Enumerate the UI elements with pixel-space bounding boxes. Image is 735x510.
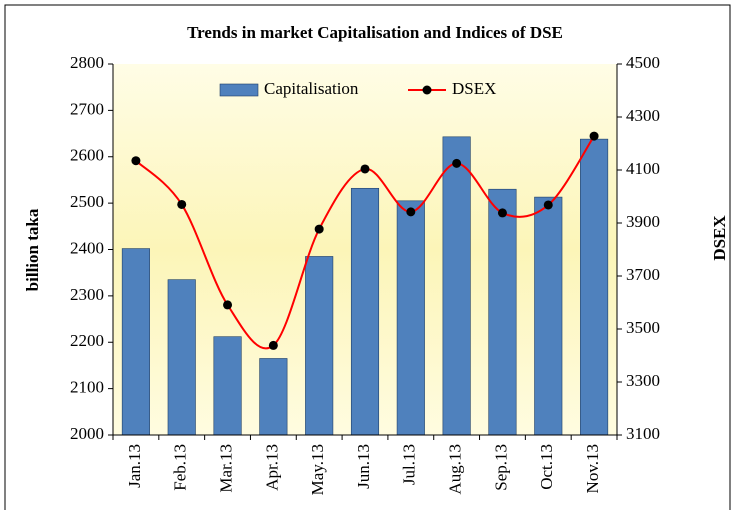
marker xyxy=(543,200,553,210)
y2-tick-label: 3300 xyxy=(626,371,660,390)
bar xyxy=(259,358,288,436)
y-tick-label: 2200 xyxy=(70,331,104,350)
x-tick-label: Feb.13 xyxy=(171,444,190,491)
x-tick-label: Apr.13 xyxy=(262,444,281,491)
legend-marker xyxy=(422,85,432,95)
y-tick-label: 2500 xyxy=(70,192,104,211)
line xyxy=(135,135,595,350)
y2-tick-label: 4300 xyxy=(626,106,660,125)
marker xyxy=(589,131,599,141)
y-tick-label: 2700 xyxy=(70,99,104,118)
x-tick-label: May.13 xyxy=(308,444,327,495)
y-tick-label: 2600 xyxy=(70,146,104,165)
bar xyxy=(121,248,150,436)
y2-tick-label: 3900 xyxy=(626,212,660,231)
bar xyxy=(534,196,563,436)
y2-axis-label: DSEX xyxy=(710,215,729,261)
marker xyxy=(497,208,507,218)
marker xyxy=(452,158,462,168)
marker xyxy=(223,300,233,310)
x-tick-label: Aug.13 xyxy=(446,444,465,495)
y-tick-label: 2100 xyxy=(70,378,104,397)
bar xyxy=(167,279,196,436)
bar xyxy=(442,136,471,436)
x-tick-label: Sep.13 xyxy=(491,444,510,491)
y2-tick-label: 4100 xyxy=(626,159,660,178)
y2-tick-label: 3500 xyxy=(626,318,660,337)
x-tick-label: Oct.13 xyxy=(537,444,556,490)
bar xyxy=(305,256,334,436)
y-tick-label: 2000 xyxy=(70,424,104,443)
x-tick-label: Jun.13 xyxy=(354,444,373,489)
legend-label: DSEX xyxy=(452,79,496,98)
x-tick-label: Jul.13 xyxy=(400,444,419,485)
y2-tick-label: 3700 xyxy=(626,265,660,284)
legend-swatch xyxy=(219,83,259,97)
bar xyxy=(213,336,242,436)
marker xyxy=(314,224,324,234)
chart-title: Trends in market Capitalisation and Indi… xyxy=(187,23,563,42)
y-tick-label: 2800 xyxy=(70,53,104,72)
bar xyxy=(488,188,517,436)
x-tick-label: Mar.13 xyxy=(216,444,235,493)
marker xyxy=(268,340,278,350)
bar xyxy=(350,187,380,436)
x-tick-label: Jan.13 xyxy=(125,444,144,488)
y-tick-label: 2300 xyxy=(70,285,104,304)
marker xyxy=(177,199,187,209)
marker xyxy=(360,164,370,174)
marker xyxy=(131,156,141,166)
marker xyxy=(406,207,416,217)
bar xyxy=(580,138,609,436)
y-tick-label: 2400 xyxy=(70,238,104,257)
x-tick-label: Nov.13 xyxy=(583,444,602,493)
y2-tick-label: 4500 xyxy=(626,53,660,72)
bar xyxy=(396,200,425,436)
y2-tick-label: 3100 xyxy=(626,424,660,443)
y-axis-label: billion taka xyxy=(23,208,42,291)
legend-label: Capitalisation xyxy=(264,79,359,98)
